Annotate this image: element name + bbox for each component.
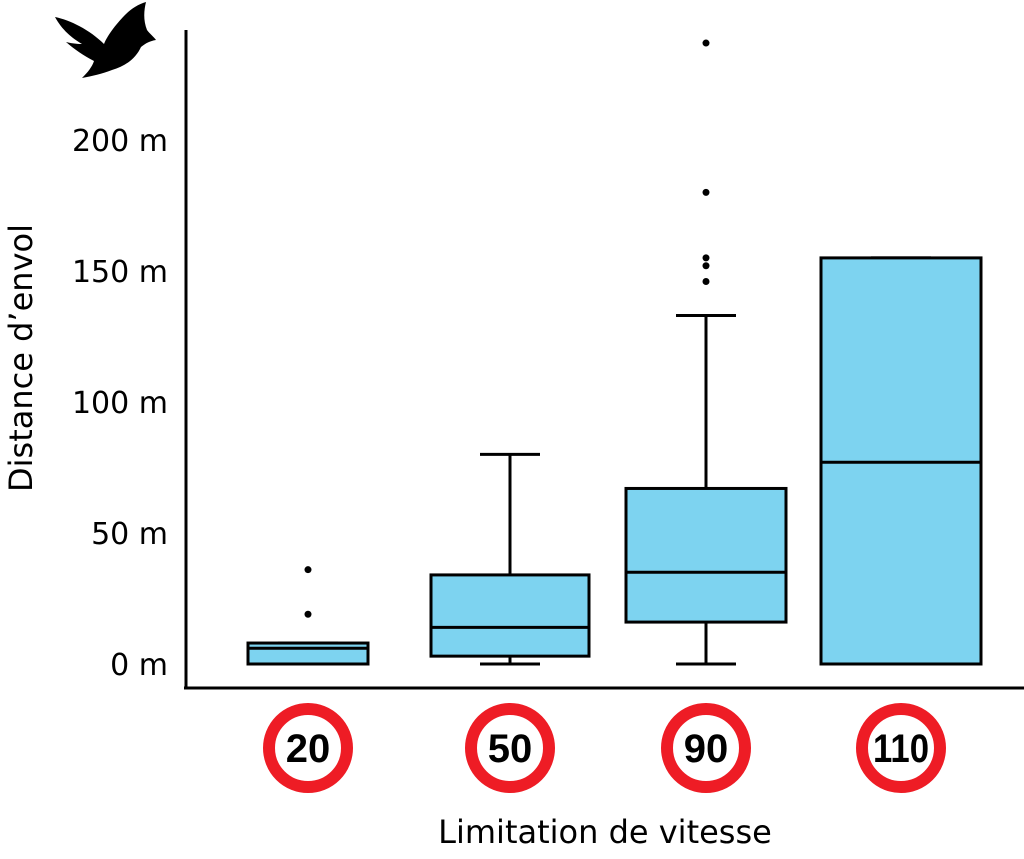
x-tick-label: 50 [488,727,533,771]
box-110 [819,256,983,666]
x-axis-title: Limitation de vitesse [438,813,772,851]
y-tick-labels: 0 m 50 m 100 m 150 m 200 m [72,124,168,683]
sign-ring [263,703,353,793]
outlier-point [304,566,312,574]
y-tick-label: 0 m [110,648,168,683]
box-iqr [246,641,370,666]
sign-ring [856,703,946,793]
speed-signs-layer: 20 50 90 110 [263,703,946,793]
speed-limit-sign-50: 50 [465,703,555,793]
y-tick-label: 150 m [72,255,168,290]
outlier-point [702,254,710,262]
speed-limit-sign-110: 110 [856,703,946,793]
outlier-point [702,188,710,196]
bird-silhouette-icon [55,2,156,78]
box-50 [429,452,591,666]
y-axis-title: Distance d’envol [2,224,40,492]
sign-ring [661,703,751,793]
box-iqr [429,573,591,658]
box-iqr [624,486,788,624]
y-tick-label: 200 m [72,124,168,159]
x-tick-label: 20 [286,727,331,771]
outlier-point [304,610,312,618]
speed-limit-sign-20: 20 [263,703,353,793]
y-tick-label: 100 m [72,386,168,421]
boxes-layer [246,39,983,666]
x-tick-label: 110 [873,727,929,771]
box-20 [246,566,370,666]
box-90 [624,39,788,666]
x-tick-label: 90 [684,727,729,771]
outlier-point [702,277,710,285]
outlier-point [702,262,710,270]
sign-ring [465,703,555,793]
outlier-point [702,39,710,47]
speed-limit-sign-90: 90 [661,703,751,793]
y-tick-label: 50 m [91,517,168,552]
